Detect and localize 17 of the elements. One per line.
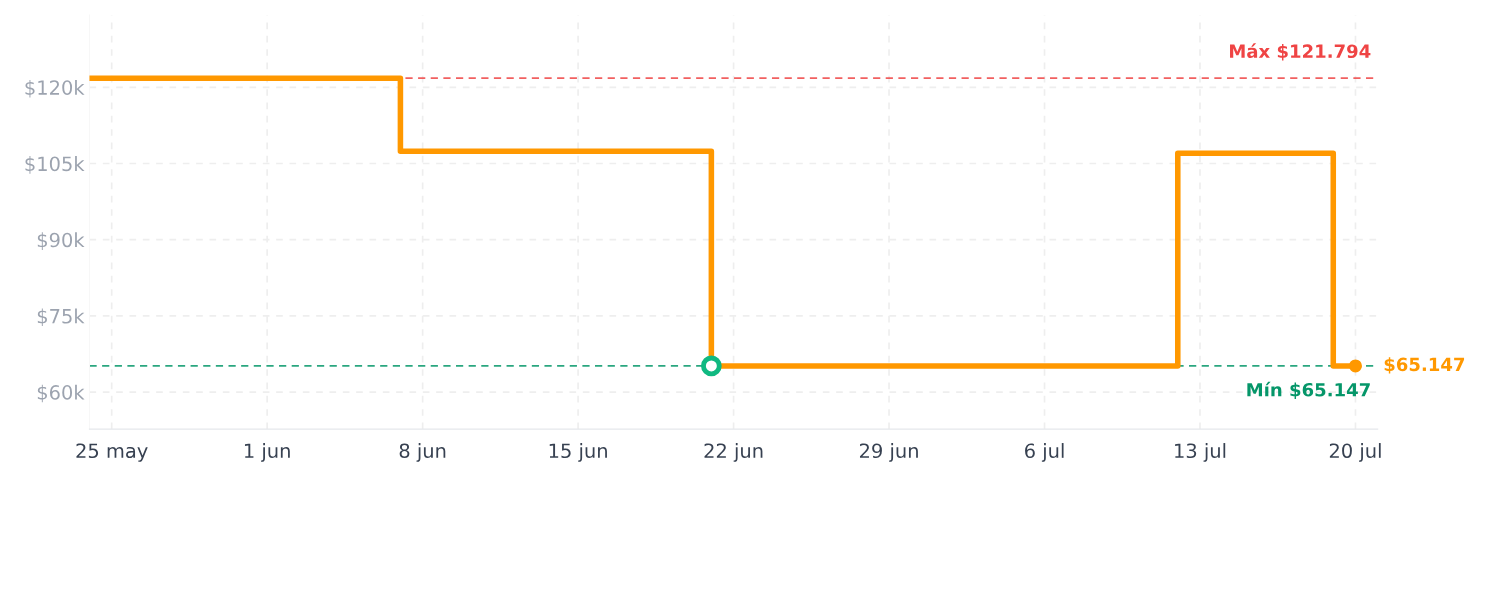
ref-line-label: Máx $121.794 bbox=[1230, 43, 1371, 61]
x-tick-label: 8 jun bbox=[399, 443, 446, 462]
y-tick-label: $120k bbox=[25, 79, 85, 98]
x-tick-label: 6 jul bbox=[1025, 443, 1064, 462]
x-tick-label: 25 may bbox=[76, 443, 148, 462]
x-tick-label: 20 jul bbox=[1329, 443, 1381, 462]
x-tick-label: 1 jun bbox=[244, 443, 290, 462]
x-tick-label: 22 jun bbox=[704, 443, 763, 462]
ref-line-label: Mín $65.147 bbox=[1247, 381, 1370, 399]
x-tick-label: 29 jun bbox=[859, 443, 918, 462]
y-tick-label: $90k bbox=[37, 232, 85, 250]
annotation: $65.147 bbox=[1384, 357, 1465, 374]
x-tick-label: 15 jun bbox=[549, 443, 607, 462]
y-tick-label: $105k bbox=[25, 156, 85, 174]
y-tick-label: $60k bbox=[37, 384, 85, 403]
y-tick-label: $75k bbox=[37, 308, 85, 327]
x-tick-label: 13 jul bbox=[1175, 443, 1226, 462]
